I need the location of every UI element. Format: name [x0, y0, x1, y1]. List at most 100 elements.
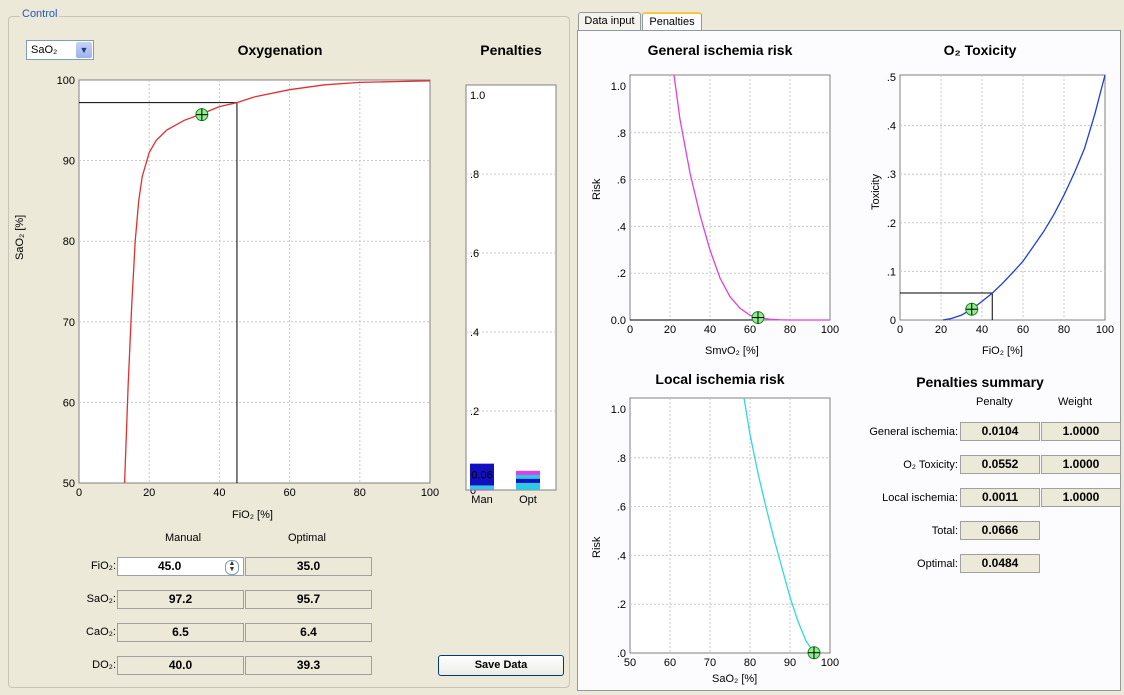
- y-tick-label: 0.0: [611, 315, 626, 327]
- series-line: [673, 74, 830, 321]
- y-tick-label: .3: [887, 169, 896, 181]
- y-tick-label: .4: [617, 221, 626, 233]
- chevron-down-icon[interactable]: ▼: [76, 42, 92, 58]
- row-label-sao2: SaO₂:: [86, 593, 116, 605]
- y-tick-label: 1.0: [470, 90, 485, 102]
- do2-optimal-value: 39.3: [245, 656, 372, 675]
- x-tick-label: 60: [664, 657, 676, 669]
- x-tick-label: 0: [76, 487, 82, 499]
- fio2-optimal-value: 35.0: [245, 557, 372, 576]
- oxygenation-ylabel: SaO₂ [%]: [14, 214, 26, 260]
- summary-local-weight: 1.0000: [1041, 488, 1121, 507]
- o2-toxicity-title: O₂ Toxicity: [943, 42, 1017, 58]
- x-tick-label: 80: [784, 324, 796, 336]
- local-ischemia-xlabel: SaO₂ [%]: [712, 673, 758, 685]
- x-tick-label: 60: [283, 487, 295, 499]
- x-tick-label: 100: [821, 324, 839, 336]
- y-tick-label: .2: [887, 218, 896, 230]
- y-tick-label: .2: [617, 599, 626, 611]
- x-tick-label: 20: [143, 487, 155, 499]
- plot-area: [629, 74, 831, 321]
- general-ischemia-ylabel: Risk: [591, 178, 603, 200]
- oxygenation-title: Oxygenation: [237, 42, 323, 58]
- x-tick-label: 50: [624, 657, 636, 669]
- y-tick-label: 80: [63, 236, 75, 248]
- plot-area: [629, 397, 831, 654]
- optimal-column-header: Optimal: [288, 532, 326, 544]
- summary-local-penalty: 0.0011: [960, 488, 1040, 507]
- summary-label-total: Total:: [931, 525, 958, 537]
- general-ischemia-title: General ischemia risk: [647, 42, 793, 58]
- x-tick-label: 70: [704, 657, 716, 669]
- summary-label-local: Local ischemia:: [882, 492, 958, 504]
- o2-toxicity-ylabel: Toxicity: [870, 173, 882, 210]
- y-tick-label: 70: [63, 317, 75, 329]
- x-tick-label: 0: [627, 324, 633, 336]
- bar-segment: [470, 463, 494, 486]
- penalties-title: Penalties: [480, 42, 542, 58]
- parameter-select-value: SaO₂: [31, 44, 58, 56]
- x-tick-label: 60: [1017, 324, 1029, 336]
- control-legend: Control: [20, 8, 60, 20]
- y-tick-label: .4: [470, 327, 479, 339]
- y-tick-label: .5: [887, 72, 896, 84]
- summary-general-penalty: 0.0104: [960, 422, 1040, 441]
- fio2-manual-input[interactable]: 45.0 ▲ ▼: [117, 557, 244, 576]
- o2-toxicity-chart: 0 20 40 60 80 100 .5 .4 .3 .2 .1 0: [887, 72, 1114, 336]
- row-label-cao2: CaO₂:: [86, 626, 116, 638]
- parameter-select[interactable]: SaO₂ ▼: [26, 40, 94, 60]
- bar-segment: [516, 470, 540, 475]
- fio2-stepper-icon[interactable]: ▲ ▼: [225, 560, 239, 575]
- o2-toxicity-xlabel: FiO₂ [%]: [982, 345, 1023, 357]
- y-tick-label: .4: [617, 550, 626, 562]
- cao2-optimal-value: 6.4: [245, 623, 372, 642]
- y-tick-label: .8: [617, 128, 626, 140]
- bar-segment: [516, 478, 540, 483]
- local-ischemia-ylabel: Risk: [591, 536, 603, 558]
- plot-area: [78, 79, 431, 484]
- save-data-button[interactable]: Save Data: [438, 655, 564, 676]
- tab-penalties[interactable]: Penalties: [642, 12, 702, 33]
- y-tick-label: 90: [63, 156, 75, 168]
- tab-data-input[interactable]: Data input: [578, 12, 641, 31]
- oxygenation-xlabel: FiO₂ [%]: [232, 509, 273, 521]
- y-tick-label: .2: [470, 406, 479, 418]
- series-line: [743, 397, 815, 654]
- x-tick-label: 40: [976, 324, 988, 336]
- y-tick-label: 1.0: [611, 404, 626, 416]
- summary-o2tox-penalty: 0.0552: [960, 455, 1040, 474]
- y-tick-label: .6: [617, 175, 626, 187]
- row-label-do2: DO₂:: [92, 659, 116, 671]
- do2-manual-value: 40.0: [117, 656, 244, 675]
- y-tick-label: .6: [617, 502, 626, 514]
- plot-area: [899, 74, 1106, 321]
- y-tick-label: 100: [57, 75, 75, 87]
- general-ischemia-xlabel: SmvO₂ [%]: [705, 345, 759, 357]
- oxygenation-chart: 0 20 40 60 80 100 100 90 80 70 60 50: [57, 75, 440, 499]
- y-tick-label: .4: [887, 121, 896, 133]
- x-tick-label: 40: [704, 324, 716, 336]
- local-ischemia-title: Local ischemia risk: [655, 371, 785, 387]
- x-tick-label: Man: [471, 494, 492, 506]
- bar-segment: [470, 485, 494, 490]
- summary-optimal-penalty: 0.0484: [960, 554, 1040, 573]
- summary-label-optimal: Optimal:: [917, 558, 958, 570]
- summary-label-general: General ischemia:: [869, 426, 958, 438]
- sao2-manual-value: 97.2: [117, 590, 244, 609]
- x-tick-label: 100: [1096, 324, 1114, 336]
- y-tick-label: 50: [63, 478, 75, 490]
- summary-o2tox-weight: 1.0000: [1041, 455, 1121, 474]
- control-groupbox: [8, 16, 570, 688]
- summary-label-o2tox: O₂ Toxicity:: [903, 459, 958, 471]
- y-tick-label: 0: [890, 315, 896, 327]
- x-tick-label: 20: [935, 324, 947, 336]
- summary-col-penalty: Penalty: [976, 396, 1013, 408]
- x-tick-label: 90: [784, 657, 796, 669]
- y-tick-label: .8: [470, 169, 479, 181]
- y-tick-label: 60: [63, 397, 75, 409]
- y-tick-label: .0: [617, 648, 626, 660]
- y-tick-label: .1: [887, 266, 896, 278]
- x-tick-label: 0: [897, 324, 903, 336]
- series-line: [123, 80, 431, 484]
